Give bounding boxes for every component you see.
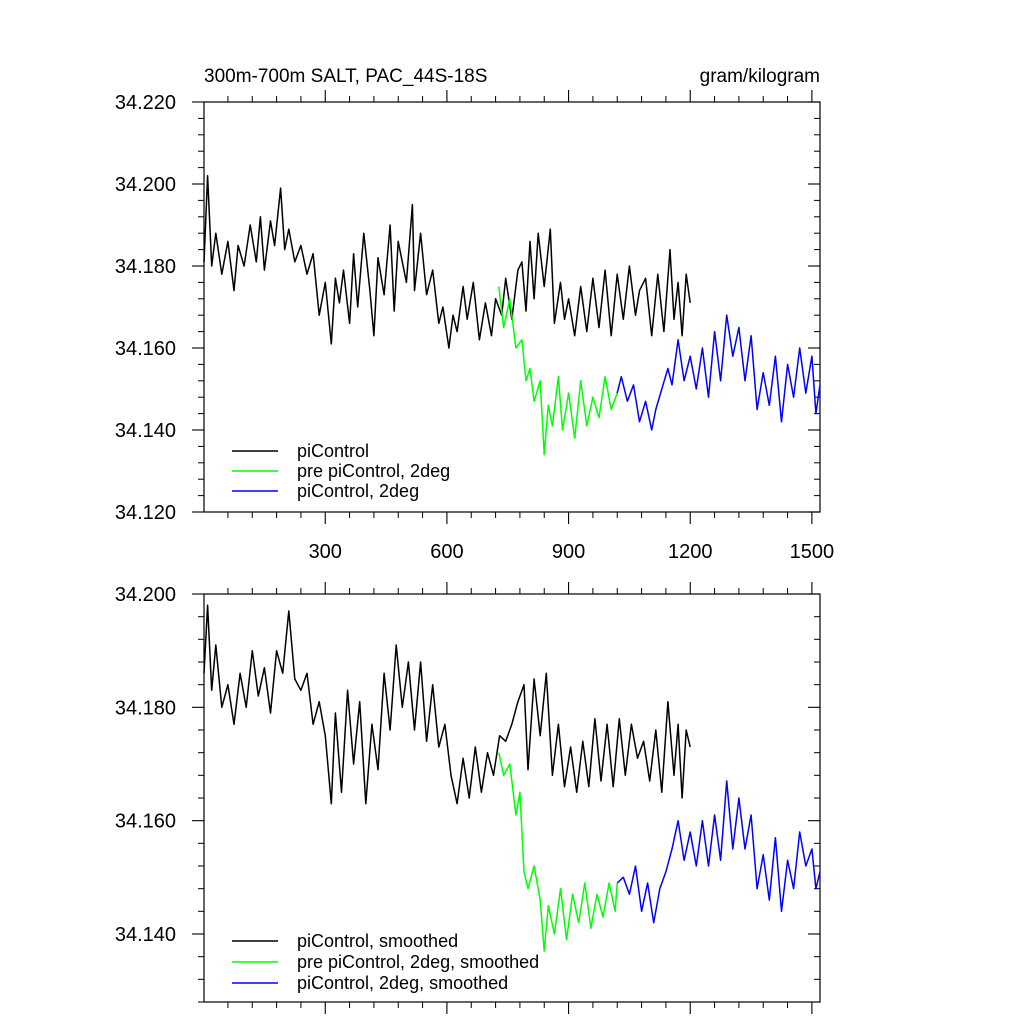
top-y-tick-label: 34.120 [115, 502, 176, 524]
top-panel: 300m-700m SALT, PAC_44S-18S gram/kilogra… [115, 66, 834, 563]
top-y-tick-label: 34.140 [115, 420, 176, 442]
top-plot-frame [203, 101, 821, 513]
top-panel-units: gram/kilogram [700, 66, 820, 87]
legend-label-pre-picontrol-2deg-smoothed: pre piControl, 2deg, smoothed [297, 952, 539, 972]
top-x-tick-label: 1200 [668, 541, 713, 563]
series-line-picontrol [203, 175, 691, 349]
bottom-y-tick-label: 34.160 [115, 811, 176, 833]
series-line-pre-picontrol-2deg-smoothed [498, 752, 618, 952]
top-y-tick-label: 34.220 [115, 92, 176, 114]
top-x-tick-label: 1500 [790, 541, 835, 563]
top-x-tick-label: 900 [552, 541, 585, 563]
top-series-layer [203, 175, 821, 456]
bottom-panel: 34.140 34.160 34.180 34.200 piControl, smoo… [115, 582, 821, 1014]
legend-label-picontrol: piControl [297, 441, 369, 461]
legend-label-picontrol-2deg: piControl, 2deg [297, 481, 419, 501]
legend-label-picontrol-smoothed: piControl, smoothed [297, 931, 458, 951]
series-line-picontrol-2deg-smoothed [616, 780, 821, 924]
series-line-picontrol-2deg [616, 314, 821, 431]
top-x-tick-label: 600 [430, 541, 463, 563]
top-y-tick-label: 34.160 [115, 338, 176, 360]
top-legend: piControl pre piControl, 2deg piControl,… [232, 441, 450, 501]
top-panel-title: 300m-700m SALT, PAC_44S-18S [204, 66, 487, 87]
series-line-picontrol-smoothed [203, 604, 691, 805]
series-line-pre-picontrol-2deg [498, 286, 618, 456]
bottom-legend: piControl, smoothed pre piControl, 2deg,… [232, 931, 539, 993]
bottom-y-tick-label: 34.140 [115, 924, 176, 946]
top-axis-ticks: 300 600 900 1200 1500 34.120 34.140 34.160 34.18… [115, 90, 834, 563]
bottom-series-layer [203, 604, 821, 952]
legend-label-pre-picontrol-2deg: pre piControl, 2deg [297, 461, 450, 481]
bottom-y-tick-label: 34.200 [115, 584, 176, 606]
legend-label-picontrol-2deg-smoothed: piControl, 2deg, smoothed [297, 973, 508, 993]
bottom-axis-ticks: 34.140 34.160 34.180 34.200 [115, 582, 820, 1014]
bottom-y-tick-label: 34.180 [115, 697, 176, 719]
top-y-tick-label: 34.200 [115, 174, 176, 196]
top-y-tick-label: 34.180 [115, 256, 176, 278]
top-x-tick-label: 300 [309, 541, 342, 563]
